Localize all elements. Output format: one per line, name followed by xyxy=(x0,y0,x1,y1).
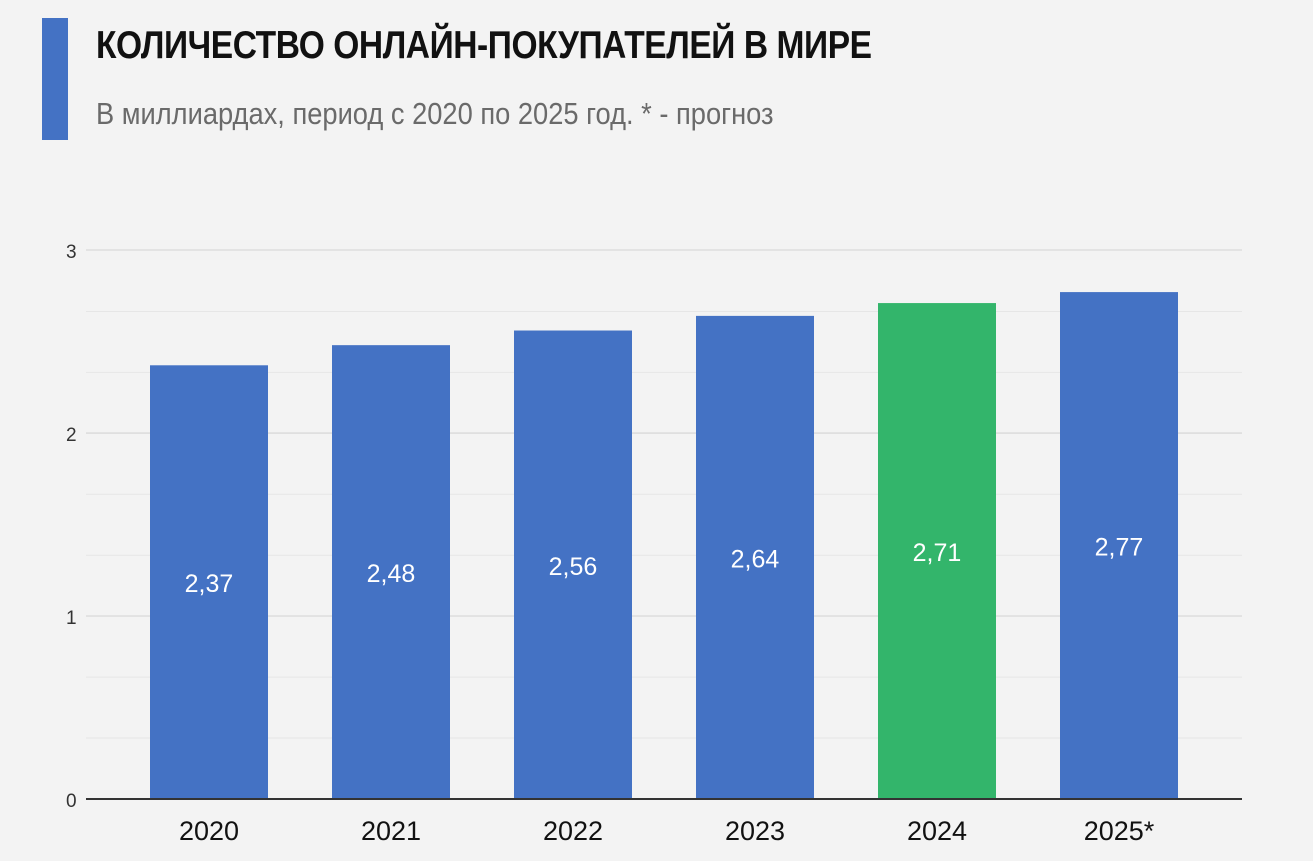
y-tick-label: 3 xyxy=(66,242,77,263)
bar-2023 xyxy=(696,315,814,799)
y-tick-label: 2 xyxy=(66,425,77,446)
x-tick-label: 2022 xyxy=(543,816,603,846)
bar-2020 xyxy=(150,365,268,799)
bar-2021 xyxy=(332,345,450,799)
y-tick-label: 0 xyxy=(66,791,77,812)
accent-bar xyxy=(42,18,68,140)
x-tick-label: 2021 xyxy=(361,816,421,846)
bar-value-label: 2,48 xyxy=(367,560,416,588)
bar-2022 xyxy=(514,330,632,799)
chart-title: КОЛИЧЕСТВО ОНЛАЙН-ПОКУПАТЕЛЕЙ В МИРЕ xyxy=(96,24,872,67)
bar-value-label: 2,56 xyxy=(549,553,598,581)
x-tick-label: 2020 xyxy=(179,816,239,846)
bar-value-label: 2,37 xyxy=(185,570,234,598)
chart-subtitle: В миллиардах, период с 2020 по 2025 год.… xyxy=(96,96,774,131)
y-tick-label: 1 xyxy=(66,608,77,629)
bar-2024 xyxy=(878,303,996,799)
bar-value-label: 2,64 xyxy=(731,545,780,573)
x-tick-label: 2024 xyxy=(907,816,967,846)
bar-value-label: 2,71 xyxy=(913,539,962,567)
x-tick-label: 2025* xyxy=(1084,816,1155,846)
bar-2025* xyxy=(1060,292,1178,799)
bar-value-label: 2,77 xyxy=(1095,534,1144,562)
x-tick-label: 2023 xyxy=(725,816,785,846)
